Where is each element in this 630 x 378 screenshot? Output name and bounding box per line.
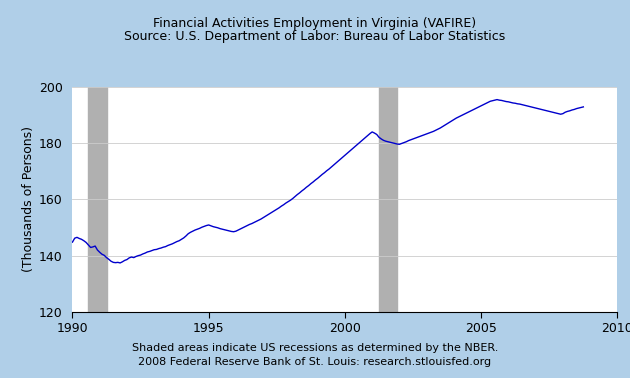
Bar xyxy=(379,87,397,312)
Bar xyxy=(88,87,106,312)
Text: Shaded areas indicate US recessions as determined by the NBER.: Shaded areas indicate US recessions as d… xyxy=(132,343,498,353)
Y-axis label: (Thousands of Persons): (Thousands of Persons) xyxy=(21,126,35,273)
Text: Source: U.S. Department of Labor: Bureau of Labor Statistics: Source: U.S. Department of Labor: Bureau… xyxy=(124,30,506,43)
Text: 2008 Federal Reserve Bank of St. Louis: research.stlouisfed.org: 2008 Federal Reserve Bank of St. Louis: … xyxy=(139,357,491,367)
Text: Financial Activities Employment in Virginia (VAFIRE): Financial Activities Employment in Virgi… xyxy=(154,17,476,30)
